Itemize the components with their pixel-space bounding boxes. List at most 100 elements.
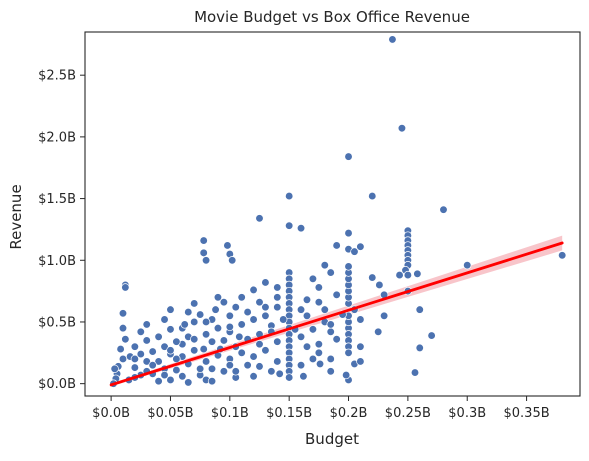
data-point [195,310,205,319]
data-point [130,354,140,364]
data-point [231,367,240,376]
data-point [225,361,234,370]
y-tick-label: $1.0B [38,254,76,269]
data-point [255,298,264,307]
data-point [199,248,208,258]
x-tick-label: $0.25B [385,406,431,421]
data-point [154,377,163,386]
data-point [302,342,312,351]
data-point [296,361,306,370]
data-point [166,346,175,355]
data-point [344,348,353,357]
data-point [273,337,282,346]
data-point [130,342,140,351]
data-point [261,311,270,320]
data-point [314,348,323,357]
y-axis-label: Revenue [7,184,25,249]
x-tick-label: $0.2B [330,406,368,421]
data-point [118,354,128,364]
data-point [410,368,420,377]
data-point [296,305,306,314]
data-point [166,375,175,385]
data-point [154,332,163,341]
data-point [219,367,229,376]
data-point [121,283,130,292]
data-point [388,35,397,44]
data-point [308,354,318,364]
data-point [379,311,389,320]
data-point [344,262,353,271]
data-point [148,361,157,370]
data-point [326,367,335,376]
data-point [130,363,140,372]
data-point [374,327,383,336]
data-point [249,315,258,324]
data-point [199,236,208,245]
data-point [344,152,353,161]
data-point [211,305,220,314]
data-point [190,299,199,308]
data-point [243,361,252,370]
x-tick-label: $0.0B [92,406,130,421]
data-point [356,315,365,324]
data-point [160,370,169,380]
x-tick-label: $0.15B [266,406,312,421]
data-point [368,191,377,201]
data-point [326,327,335,336]
data-point [326,268,335,277]
data-point [285,221,294,230]
data-point [190,335,199,344]
data-point [201,330,211,339]
data-point [166,305,175,314]
y-tick-label: $0.0B [38,377,76,392]
data-point [285,191,294,201]
data-point [190,317,199,327]
plot-frame [84,31,581,397]
data-point [160,342,169,351]
data-point [110,364,119,374]
data-point [154,357,163,366]
data-point [296,224,306,233]
data-point [184,307,193,317]
data-point [195,364,205,374]
data-point [136,349,145,359]
y-tick-label: $2.0B [38,130,76,145]
data-point [178,372,187,381]
x-tick-label: $0.05B [147,406,193,421]
data-point [201,317,211,327]
x-tick-label: $0.3B [448,406,486,421]
data-point [375,280,384,290]
regression-line [109,241,564,387]
data-point [207,364,217,374]
data-point [249,352,258,361]
data-point [207,337,217,346]
data-point [320,261,329,270]
data-point [213,323,223,333]
data-point [148,347,157,356]
y-tick-label: $2.5B [38,69,76,84]
data-point [275,369,284,378]
data-point [285,373,294,382]
data-point [397,124,407,133]
data-point [225,311,234,320]
x-axis-label: Budget [305,430,359,448]
data-point [261,303,270,312]
data-point [136,327,145,336]
data-point [142,320,151,329]
y-tick-label: $1.5B [38,192,76,207]
data-point [296,332,306,341]
data-point [172,337,181,346]
data-point [314,340,323,349]
chart-title: Movie Budget vs Box Office Revenue [194,8,470,26]
data-point [118,323,128,333]
data-point [314,298,323,307]
data-point [207,377,217,386]
data-point [235,332,244,341]
data-point [172,365,181,375]
data-point [172,354,181,364]
data-point [219,298,229,307]
data-point [356,357,365,366]
data-point [213,293,223,302]
